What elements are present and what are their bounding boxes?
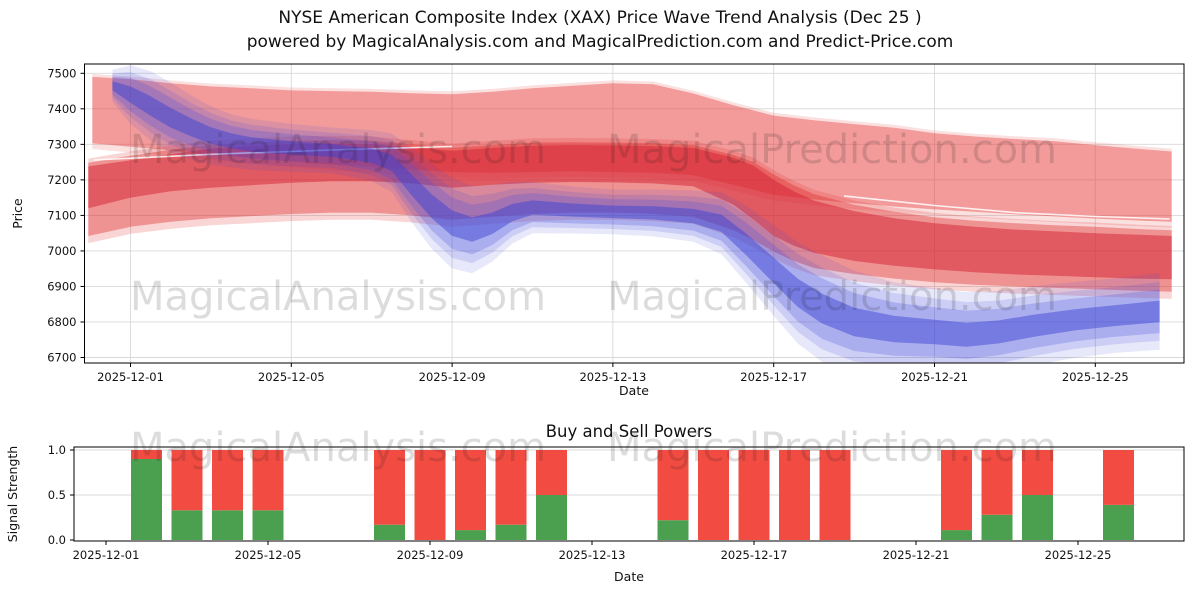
y-tick-label: 0.5: [48, 488, 66, 502]
x-tick-label: 2025-12-25: [1045, 548, 1112, 562]
x-tick-label: 2025-12-21: [901, 370, 968, 384]
x-tick-label: 2025-12-13: [579, 370, 646, 384]
y-tick-label: 7000: [47, 244, 76, 258]
signal-bars: [131, 450, 1134, 540]
plot-frame: [84, 63, 1185, 364]
signal-chart: Buy and Sell Powers 0.0 0.5 1.0 2025-12-01 2…: [5, 422, 1185, 584]
y-tick-label: 7300: [47, 137, 76, 151]
sell-bar: [698, 450, 729, 540]
buy-bar: [981, 514, 1013, 540]
blue-band-layer-1: [112, 65, 1160, 363]
buy-bar: [252, 510, 284, 540]
trend-bands: [88, 65, 1172, 363]
sell-bar: [779, 450, 810, 540]
buy-bar: [495, 524, 527, 540]
sell-bar: [819, 450, 851, 540]
signal-chart-axes: 0.0 0.5 1.0 2025-12-01 2025-12-05 2025-12-09 2…: [48, 443, 1185, 562]
blue-band-layer-3: [112, 76, 1160, 359]
watermark-text: MagicalAnalysis.com: [130, 425, 546, 471]
watermark-text: MagicalPrediction.com: [607, 127, 1057, 173]
watermarks: MagicalAnalysis.com MagicalPrediction.com…: [130, 127, 1057, 471]
sell-bar: [495, 450, 527, 525]
buy-bar: [1103, 504, 1134, 540]
figure-title-line1: NYSE American Composite Index (XAX) Pric…: [278, 8, 921, 28]
x-tick-label: 2025-12-05: [258, 370, 325, 384]
x-tick-label: 2025-12-25: [1062, 370, 1129, 384]
buy-bar: [374, 524, 405, 540]
buy-bar: [1022, 495, 1053, 540]
x-tick-label: 2025-12-05: [235, 548, 302, 562]
watermark-text: MagicalPrediction.com: [607, 274, 1057, 320]
figure-title-line2: powered by MagicalAnalysis.com and Magic…: [247, 32, 954, 52]
buy-bar: [131, 459, 162, 540]
sell-bar: [374, 450, 405, 525]
y-tick-label: 7200: [47, 173, 76, 187]
sell-bar: [738, 450, 770, 540]
buy-bar: [212, 510, 243, 540]
band-gap-line: [843, 195, 1170, 220]
blue-band-layer-4: [112, 81, 1160, 347]
sell-bar: [1022, 450, 1053, 495]
x-tick-label: 2025-12-13: [559, 548, 626, 562]
y-tick-label: 1.0: [48, 443, 66, 457]
price-chart-axes: 6700 6800 6900 7000 7100 7200 7300 7400 7500 2025…: [47, 63, 1185, 384]
sell-bar: [212, 450, 243, 511]
x-tick-label: 2025-12-01: [97, 370, 164, 384]
sell-bar: [455, 450, 486, 531]
sell-bar: [1103, 450, 1134, 505]
y-tick-label: 6800: [47, 315, 76, 329]
plot-frame: [73, 446, 1185, 542]
x-tick-label: 2025-12-17: [740, 370, 807, 384]
sell-bar: [657, 450, 689, 521]
blue-band-layer-2: [112, 72, 1160, 363]
date-axis-label-top: Date: [619, 383, 649, 398]
watermark-text: MagicalPrediction.com: [607, 425, 1057, 471]
x-tick-label: 2025-12-01: [73, 548, 140, 562]
y-tick-label: 6700: [47, 351, 76, 365]
signal-strength-axis-label: Signal Strength: [5, 446, 20, 542]
buy-bar: [455, 530, 486, 540]
x-tick-label: 2025-12-09: [419, 370, 486, 384]
red-band-core: [88, 143, 1172, 280]
signal-chart-title: Buy and Sell Powers: [546, 422, 713, 441]
sell-bar: [981, 450, 1013, 515]
date-axis-label-bottom: Date: [614, 569, 644, 584]
buy-bar: [657, 520, 689, 540]
sell-bar: [414, 450, 446, 540]
buy-bar: [536, 495, 567, 540]
y-tick-label: 7400: [47, 102, 76, 116]
band-gap-line: [94, 145, 453, 161]
watermark-text: MagicalAnalysis.com: [130, 127, 546, 173]
x-tick-label: 2025-12-09: [397, 548, 464, 562]
buy-bar: [171, 510, 203, 540]
y-tick-label: 6900: [47, 279, 76, 293]
sell-bar: [252, 450, 284, 511]
sell-bar: [131, 450, 162, 459]
buy-bar: [941, 530, 972, 540]
x-tick-label: 2025-12-21: [883, 548, 950, 562]
sell-bar: [941, 450, 972, 531]
x-tick-label: 2025-12-17: [721, 548, 788, 562]
price-chart: 6700 6800 6900 7000 7100 7200 7300 7400 7500 2025…: [10, 63, 1185, 398]
watermark-text: MagicalAnalysis.com: [130, 274, 546, 320]
sell-bar: [171, 450, 203, 511]
y-tick-label: 7500: [47, 66, 76, 80]
y-tick-label: 0.0: [48, 533, 66, 547]
sell-bar: [536, 450, 567, 495]
price-axis-label: Price: [10, 198, 25, 229]
y-tick-label: 7100: [47, 208, 76, 222]
